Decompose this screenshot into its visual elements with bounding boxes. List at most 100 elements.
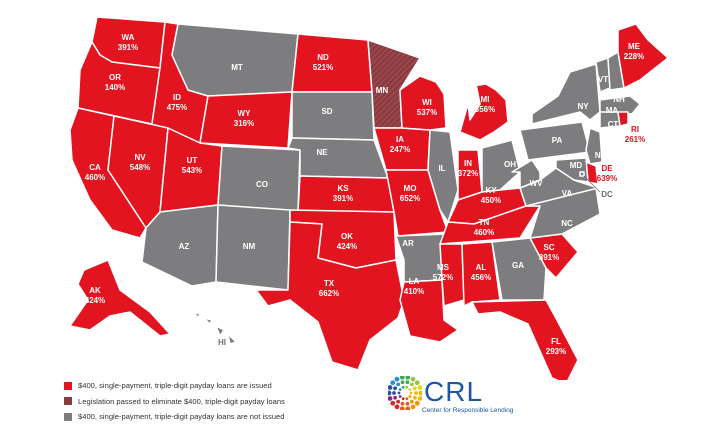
state-label-la: LA — [409, 277, 420, 286]
logo-dot — [409, 391, 413, 395]
state-rate-ok: 424% — [337, 242, 357, 251]
state-label-hi: HI — [218, 338, 226, 347]
state-label-nm: NM — [243, 242, 256, 251]
logo-dot — [400, 401, 405, 406]
state-label-mn: MN — [376, 86, 389, 95]
logo-dot — [405, 401, 410, 406]
state-tx — [255, 221, 405, 371]
state-wi — [399, 75, 447, 131]
state-mt — [171, 23, 299, 97]
state-ms — [439, 243, 465, 307]
state-label-ri: RI — [631, 125, 639, 134]
state-label-ar: AR — [402, 239, 414, 248]
state-rate-wa: 391% — [118, 43, 138, 52]
logo-name: CRL — [424, 376, 484, 407]
state-label-wi: WI — [422, 98, 432, 107]
state-me — [617, 23, 669, 89]
logo-dot — [413, 395, 417, 400]
state-label-nc: NC — [561, 219, 573, 228]
legend-swatch-legislation — [64, 397, 72, 406]
state-label-me: ME — [628, 42, 641, 51]
state-hi — [193, 311, 237, 345]
logo-dot — [388, 385, 393, 390]
state-label-co: CO — [256, 180, 268, 189]
state-rate-nd: 521% — [313, 63, 333, 72]
logo-dot — [398, 395, 402, 398]
state-label-ma: MA — [606, 106, 619, 115]
state-rate-de: 639% — [597, 174, 617, 183]
state-rate-tx: 662% — [319, 289, 339, 298]
state-sd — [291, 91, 375, 141]
state-label-mi: MI — [481, 95, 490, 104]
state-label-nv: NV — [134, 153, 146, 162]
map-legend: $400, single-payment, triple-digit payda… — [64, 378, 285, 425]
state-label-ok: OK — [341, 232, 353, 241]
state-rate-ms: 572% — [433, 273, 453, 282]
state-label-ga: GA — [512, 261, 524, 270]
state-label-dc: DC — [601, 190, 613, 199]
logo-dot — [405, 376, 411, 380]
logo-dot — [397, 391, 401, 395]
logo-dot — [396, 382, 401, 387]
logo-dot — [414, 391, 418, 395]
state-label-wy: WY — [238, 109, 252, 118]
state-label-ks: KS — [337, 184, 349, 193]
state-dc — [579, 171, 585, 177]
legend-label-not-issued: $400, single-payment, triple-digit payda… — [78, 412, 285, 422]
logo-dot — [408, 388, 412, 391]
state-label-va: VA — [562, 189, 573, 198]
logo-dot — [399, 376, 405, 380]
state-nj — [585, 127, 603, 165]
logo-dot — [410, 376, 416, 382]
logo-dot — [399, 406, 405, 410]
logo-dot — [396, 399, 401, 404]
logo-dot — [401, 397, 405, 401]
state-label-wa: WA — [122, 33, 135, 42]
state-ri — [617, 111, 629, 127]
logo-dot — [410, 404, 416, 410]
logo-dot — [409, 382, 414, 387]
state-rate-ri: 261% — [625, 135, 645, 144]
state-oh — [481, 139, 521, 193]
logo-dot — [405, 380, 410, 385]
logo-dot — [417, 385, 422, 390]
legend-item-not-issued: $400, single-payment, triple-digit payda… — [64, 409, 285, 425]
state-rate-wy: 316% — [234, 119, 254, 128]
state-label-wv: WV — [530, 179, 544, 188]
state-rate-sc: 391% — [539, 253, 559, 262]
state-label-fl: FL — [551, 337, 561, 346]
logo-dot — [394, 376, 400, 382]
logo-dot — [390, 400, 396, 406]
state-rate-ak: 424% — [85, 296, 105, 305]
state-rate-nv: 548% — [130, 163, 150, 172]
logo-dot — [414, 400, 420, 406]
state-label-or: OR — [109, 73, 121, 82]
state-rate-ky: 450% — [481, 196, 501, 205]
state-label-vt: VT — [598, 75, 608, 84]
state-co — [217, 145, 301, 213]
dc-leader-line — [583, 175, 601, 193]
state-label-id: ID — [173, 93, 181, 102]
logo-dot — [401, 385, 405, 389]
state-label-az: AZ — [179, 242, 190, 251]
state-label-sd: SD — [321, 107, 332, 116]
state-label-ca: CA — [89, 163, 101, 172]
state-rate-mo: 652% — [400, 194, 420, 203]
logo-dot — [408, 395, 412, 398]
state-label-sc: SC — [543, 243, 554, 252]
legend-swatch-not-issued — [64, 412, 72, 421]
state-ne — [287, 137, 389, 179]
state-ga — [491, 237, 547, 301]
state-label-mo: MO — [404, 184, 417, 193]
state-label-de: DE — [601, 164, 613, 173]
legend-swatch-issued — [64, 381, 72, 390]
state-label-il: IL — [438, 164, 445, 173]
logo-dot — [398, 388, 402, 391]
state-label-nj: NJ — [595, 151, 605, 160]
state-rate-al: 456% — [471, 273, 491, 282]
state-rate-ks: 391% — [333, 194, 353, 203]
logo-subtitle: Center for Responsible Lending — [422, 407, 514, 414]
state-ma — [599, 95, 641, 115]
state-label-ms: MS — [437, 263, 450, 272]
state-label-ak: AK — [89, 286, 101, 295]
